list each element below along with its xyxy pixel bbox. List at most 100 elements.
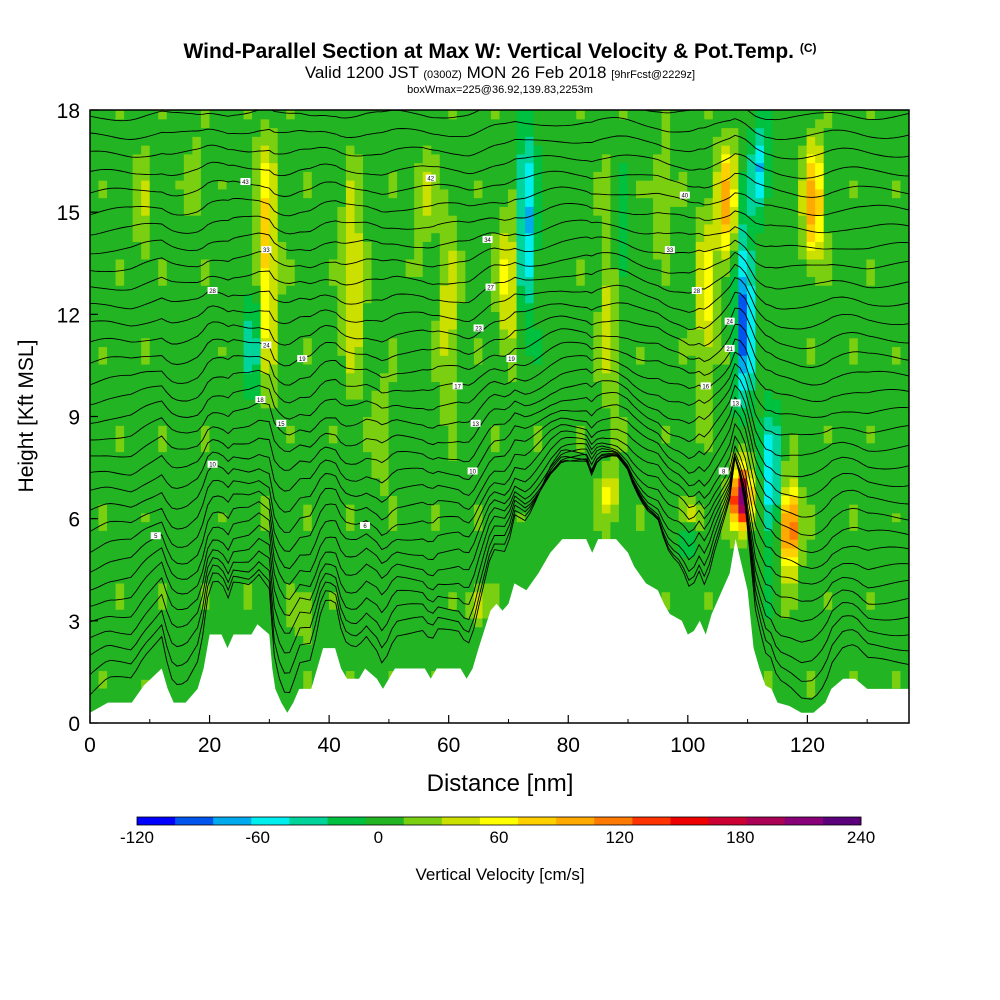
velocity-cell <box>380 162 390 172</box>
velocity-cell <box>670 442 680 453</box>
velocity-cell <box>98 582 108 593</box>
velocity-cell <box>516 372 526 383</box>
velocity-cell <box>559 477 569 488</box>
velocity-cell <box>132 276 142 286</box>
velocity-cell <box>192 635 202 645</box>
velocity-cell <box>320 521 330 531</box>
velocity-cell <box>107 320 117 330</box>
velocity-cell <box>371 556 381 566</box>
velocity-cell <box>149 661 159 672</box>
velocity-cell <box>465 539 475 549</box>
velocity-cell <box>678 372 688 383</box>
velocity-cell <box>183 118 193 129</box>
velocity-cell <box>328 398 339 409</box>
velocity-cell <box>448 180 458 190</box>
velocity-cell <box>149 110 159 120</box>
velocity-cell <box>618 346 629 356</box>
velocity-cell <box>200 407 211 418</box>
velocity-cell <box>687 477 697 488</box>
velocity-cell <box>448 293 458 304</box>
velocity-cell <box>354 337 364 348</box>
velocity-cell <box>525 398 535 409</box>
velocity-cell <box>473 381 484 391</box>
velocity-cell <box>328 328 339 339</box>
velocity-cell <box>661 346 671 356</box>
velocity-cell <box>473 267 484 277</box>
velocity-cell <box>448 153 458 164</box>
velocity-cell <box>141 302 151 313</box>
velocity-cell <box>542 372 552 383</box>
velocity-cell <box>320 495 330 505</box>
velocity-cell <box>516 302 526 313</box>
velocity-cell <box>533 416 543 426</box>
velocity-cell <box>226 311 236 321</box>
velocity-cell <box>550 381 560 391</box>
velocity-cell <box>260 407 270 418</box>
velocity-cell <box>482 425 492 435</box>
velocity-cell <box>559 451 569 461</box>
velocity-cell <box>653 539 663 549</box>
velocity-cell <box>260 346 270 356</box>
velocity-cell <box>354 127 364 137</box>
velocity-cell <box>277 609 287 619</box>
velocity-cell <box>303 504 313 514</box>
velocity-cell <box>644 460 654 470</box>
velocity-cell <box>115 145 125 155</box>
velocity-cell <box>431 434 441 444</box>
velocity-cell <box>422 381 432 391</box>
velocity-cell <box>277 355 287 365</box>
velocity-cell <box>567 250 577 260</box>
velocity-cell <box>644 451 654 461</box>
velocity-cell <box>448 486 458 496</box>
velocity-cell <box>217 285 228 295</box>
velocity-cell <box>473 153 484 164</box>
velocity-cell <box>200 504 211 514</box>
velocity-cell <box>533 118 543 129</box>
velocity-cell <box>311 495 321 505</box>
velocity-cell <box>183 652 193 663</box>
velocity-cell <box>286 311 296 321</box>
velocity-cell <box>354 626 364 637</box>
velocity-cell <box>533 451 543 461</box>
velocity-cell <box>183 363 193 374</box>
velocity-cell <box>397 320 407 330</box>
velocity-cell <box>132 617 142 628</box>
velocity-cell <box>567 363 577 374</box>
velocity-cell <box>158 285 168 295</box>
velocity-cell <box>482 574 492 584</box>
velocity-cell <box>303 328 313 339</box>
velocity-cell <box>98 442 108 453</box>
velocity-cell <box>320 267 330 277</box>
velocity-cell <box>550 521 560 531</box>
velocity-cell <box>388 337 398 348</box>
velocity-cell <box>678 223 688 234</box>
velocity-cell <box>456 504 466 514</box>
velocity-cell <box>431 215 441 225</box>
velocity-cell <box>243 311 253 321</box>
velocity-cell <box>175 293 185 304</box>
velocity-cell <box>107 574 117 584</box>
velocity-cell <box>687 434 697 444</box>
velocity-cell <box>576 460 586 470</box>
velocity-cell <box>456 355 466 365</box>
velocity-cell <box>149 442 159 453</box>
velocity-cell <box>601 136 612 146</box>
velocity-cell <box>653 180 663 190</box>
velocity-cell <box>124 556 134 566</box>
chart-title-text: Wind-Parallel Section at Max W: Vertical… <box>183 40 794 63</box>
velocity-cell <box>115 188 125 199</box>
velocity-cell <box>132 180 142 190</box>
velocity-cell <box>636 556 646 566</box>
velocity-cell <box>456 232 466 242</box>
velocity-cell <box>439 337 449 348</box>
velocity-cell <box>678 609 688 619</box>
velocity-cell <box>550 320 560 330</box>
velocity-cell <box>388 276 398 286</box>
velocity-cell <box>260 241 270 251</box>
velocity-cell <box>653 311 663 321</box>
velocity-cell <box>90 311 100 321</box>
velocity-cell <box>363 398 373 409</box>
velocity-cell <box>550 328 560 339</box>
velocity-cell <box>653 145 663 155</box>
velocity-cell <box>345 276 356 286</box>
